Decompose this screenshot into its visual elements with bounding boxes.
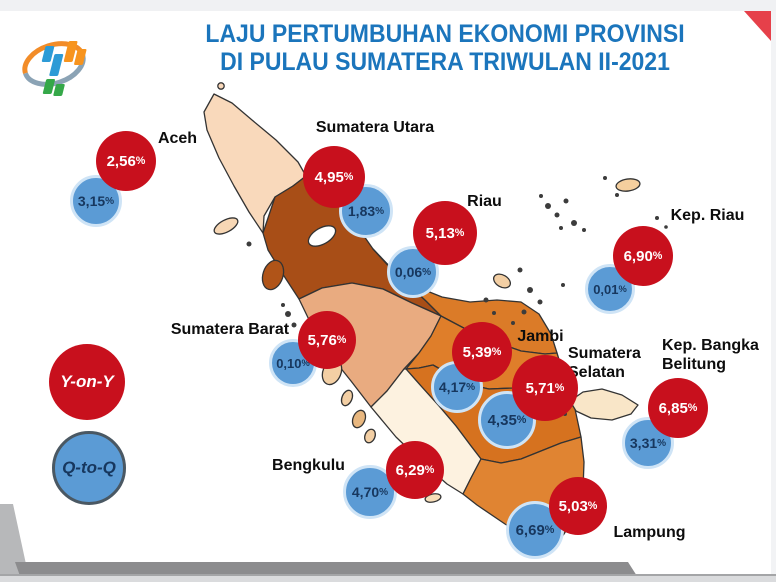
- label-sumatera-selatan: Sumatera Selatan: [568, 345, 641, 381]
- bengkulu-yoy-value: 6,29: [395, 461, 425, 479]
- jambi-qtq-value: 4,17: [438, 379, 467, 395]
- bottom-gray-band: [15, 562, 637, 576]
- percent-sign: %: [516, 414, 527, 426]
- island-weh: [217, 82, 225, 90]
- island-simeulue: [213, 217, 239, 235]
- riau-yoy-badge: 5,13%: [413, 201, 477, 265]
- corner-red-triangle: [744, 11, 771, 41]
- sumsel-yoy-value: 5,71: [525, 379, 555, 397]
- kepriau-yoy-value: 6,90: [623, 247, 653, 265]
- aceh-qtq-badge: 3,15%: [70, 175, 122, 227]
- lampung-qtq-value: 6,69: [515, 521, 545, 539]
- bps-logo: [22, 41, 87, 96]
- sumbar-yoy-badge: 5,76%: [298, 311, 356, 369]
- percent-sign: %: [466, 381, 476, 393]
- legend-yoy-label: Y-on-Y: [60, 372, 114, 391]
- island-riau-coastal: [492, 273, 512, 289]
- sumsel-qtq-value: 4,35: [487, 411, 517, 429]
- jambi-yoy-badge: 5,39%: [452, 322, 512, 382]
- percent-sign: %: [343, 171, 354, 183]
- lake-toba: [307, 225, 337, 247]
- province-shape-aceh: [203, 93, 307, 234]
- label-lampung: Lampung: [613, 524, 686, 541]
- bengkulu-qtq-value: 4,70: [351, 484, 380, 500]
- percent-sign: %: [618, 284, 627, 294]
- legend-qtq-label: Q-to-Q: [62, 458, 116, 477]
- sumut-yoy-value: 4,95: [314, 168, 344, 186]
- logo-bars: [41, 41, 87, 96]
- sumut-yoy-badge: 4,95%: [303, 146, 365, 208]
- label-sumatera-barat: Sumatera Barat: [170, 321, 290, 338]
- percent-sign: %: [652, 250, 663, 262]
- window-bottom-strip: [0, 574, 776, 582]
- aceh-qtq-value: 3,15: [77, 193, 106, 209]
- kepriau-qtq-value: 0,01: [593, 281, 619, 297]
- babel-yoy-value: 6,85: [658, 399, 688, 417]
- legend-yoy-badge: Y-on-Y: [49, 344, 125, 420]
- aceh-yoy-badge: 2,56%: [96, 131, 156, 191]
- lampung-yoy-value: 5,03: [558, 497, 588, 515]
- percent-sign: %: [687, 402, 698, 414]
- legend-qtq-badge: Q-to-Q: [52, 431, 126, 505]
- percent-sign: %: [554, 382, 565, 394]
- bengkulu-yoy-badge: 6,29%: [386, 441, 444, 499]
- label-jambi: Jambi: [517, 328, 564, 345]
- window-top-strip: [0, 0, 776, 11]
- percent-sign: %: [336, 334, 347, 346]
- label-bengkulu: Bengkulu: [272, 457, 345, 474]
- island-pagai-utara: [351, 409, 367, 429]
- percent-sign: %: [135, 155, 146, 167]
- island-nias: [261, 259, 285, 291]
- percent-sign: %: [657, 437, 667, 449]
- riau-qtq-value: 0,06: [394, 264, 423, 280]
- percent-sign: %: [379, 486, 389, 498]
- percent-sign: %: [105, 195, 115, 207]
- lampung-yoy-badge: 5,03%: [549, 477, 607, 535]
- island-enggano: [424, 493, 442, 503]
- jambi-yoy-value: 5,39: [462, 343, 492, 361]
- island-sipora: [340, 389, 354, 407]
- window-right-strip: [771, 0, 776, 582]
- label-riau: Riau: [467, 193, 502, 210]
- sumbar-qtq-value: 0,10: [276, 355, 302, 371]
- percent-sign: %: [491, 346, 502, 358]
- babel-qtq-value: 3,31: [629, 435, 658, 451]
- title-line-2: DI PULAU SUMATERA TRIWULAN II-2021: [220, 48, 670, 76]
- page-title: LAJU PERTUMBUHAN EKONOMI PROVINSI DI PUL…: [183, 20, 707, 76]
- label-kep-riau: Kep. Riau: [670, 207, 745, 224]
- title-line-1: LAJU PERTUMBUHAN EKONOMI PROVINSI: [205, 20, 685, 48]
- label-kep-bangka-belitung: Kep. Bangka Belitung: [662, 337, 759, 373]
- percent-sign: %: [587, 500, 598, 512]
- label-aceh: Aceh: [157, 130, 198, 147]
- sumut-qtq-value: 1,83: [347, 203, 376, 219]
- percent-sign: %: [544, 524, 555, 536]
- sumbar-yoy-value: 5,76: [307, 331, 337, 349]
- percent-sign: %: [301, 358, 310, 368]
- percent-sign: %: [375, 205, 385, 217]
- label-sumatera-utara: Sumatera Utara: [315, 119, 435, 136]
- riau-yoy-value: 5,13: [425, 224, 455, 242]
- percent-sign: %: [424, 464, 435, 476]
- island-kepriau-north: [615, 178, 641, 192]
- kepriau-yoy-badge: 6,90%: [613, 226, 673, 286]
- babel-yoy-badge: 6,85%: [648, 378, 708, 438]
- percent-sign: %: [454, 227, 465, 239]
- aceh-yoy-value: 2,56: [106, 152, 136, 170]
- percent-sign: %: [422, 266, 432, 278]
- island-bangka: [569, 388, 639, 421]
- sumsel-yoy-badge: 5,71%: [512, 355, 578, 421]
- island-pagai-selatan: [364, 428, 376, 444]
- bottom-left-ribbon: [0, 504, 29, 578]
